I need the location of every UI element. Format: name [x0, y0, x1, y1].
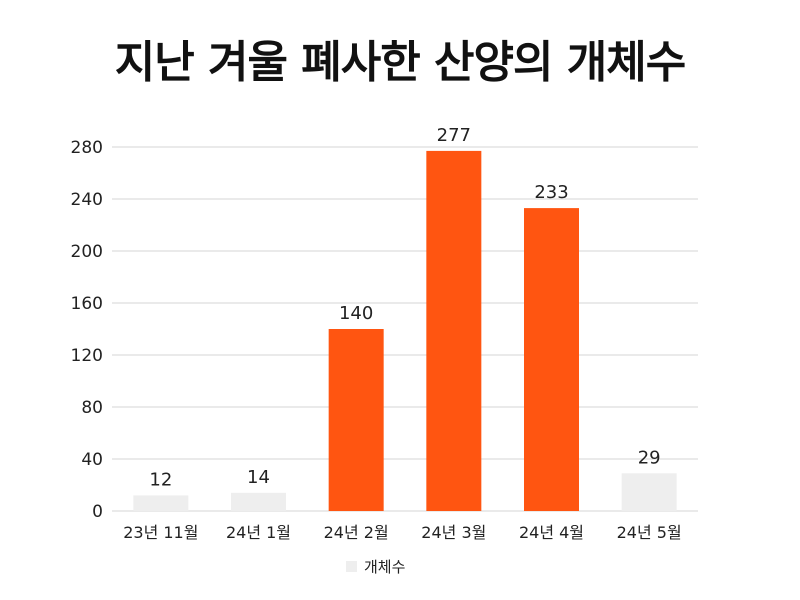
- data-label: 14: [247, 467, 270, 488]
- grid-lines: [112, 146, 698, 512]
- y-tick-label: 120: [71, 346, 103, 366]
- chart-title: 지난 겨울 폐사한 산양의 개체수: [114, 37, 687, 88]
- x-tick-label: 24년 3월: [421, 523, 486, 542]
- bars: [133, 150, 677, 511]
- x-axis-ticks: 23년 11월 24년 1월 24년 2월 24년 3월 24년 4월 24년 5월: [123, 523, 681, 542]
- y-tick-label: 200: [71, 242, 103, 262]
- x-tick-label: 24년 5월: [617, 523, 682, 542]
- legend-label: 개체수: [364, 558, 405, 576]
- bar: [426, 150, 482, 511]
- data-label: 12: [149, 469, 172, 490]
- y-tick-label: 240: [71, 190, 103, 210]
- y-axis-ticks: 0 40 80 120 160 200 240 280: [71, 138, 103, 522]
- data-label: 140: [339, 303, 373, 324]
- data-label: 277: [437, 125, 471, 146]
- bar: [133, 495, 189, 511]
- y-tick-label: 80: [81, 398, 103, 418]
- x-tick-label: 24년 4월: [519, 523, 584, 542]
- data-labels: 12 14 140 277 233 29: [149, 125, 660, 491]
- y-tick-label: 40: [81, 450, 103, 470]
- x-tick-label: 24년 2월: [324, 523, 389, 542]
- y-tick-label: 0: [92, 502, 103, 522]
- legend: 개체수: [346, 558, 405, 576]
- x-tick-label: 23년 11월: [123, 523, 198, 542]
- x-tick-label: 24년 1월: [226, 523, 291, 542]
- data-label: 29: [638, 447, 661, 468]
- bar: [231, 492, 286, 511]
- bar: [621, 473, 677, 511]
- bar: [328, 329, 384, 511]
- y-tick-label: 160: [71, 294, 103, 314]
- data-label: 233: [534, 182, 568, 203]
- y-tick-label: 280: [71, 138, 103, 158]
- bar: [524, 208, 579, 511]
- legend-swatch: [346, 561, 357, 572]
